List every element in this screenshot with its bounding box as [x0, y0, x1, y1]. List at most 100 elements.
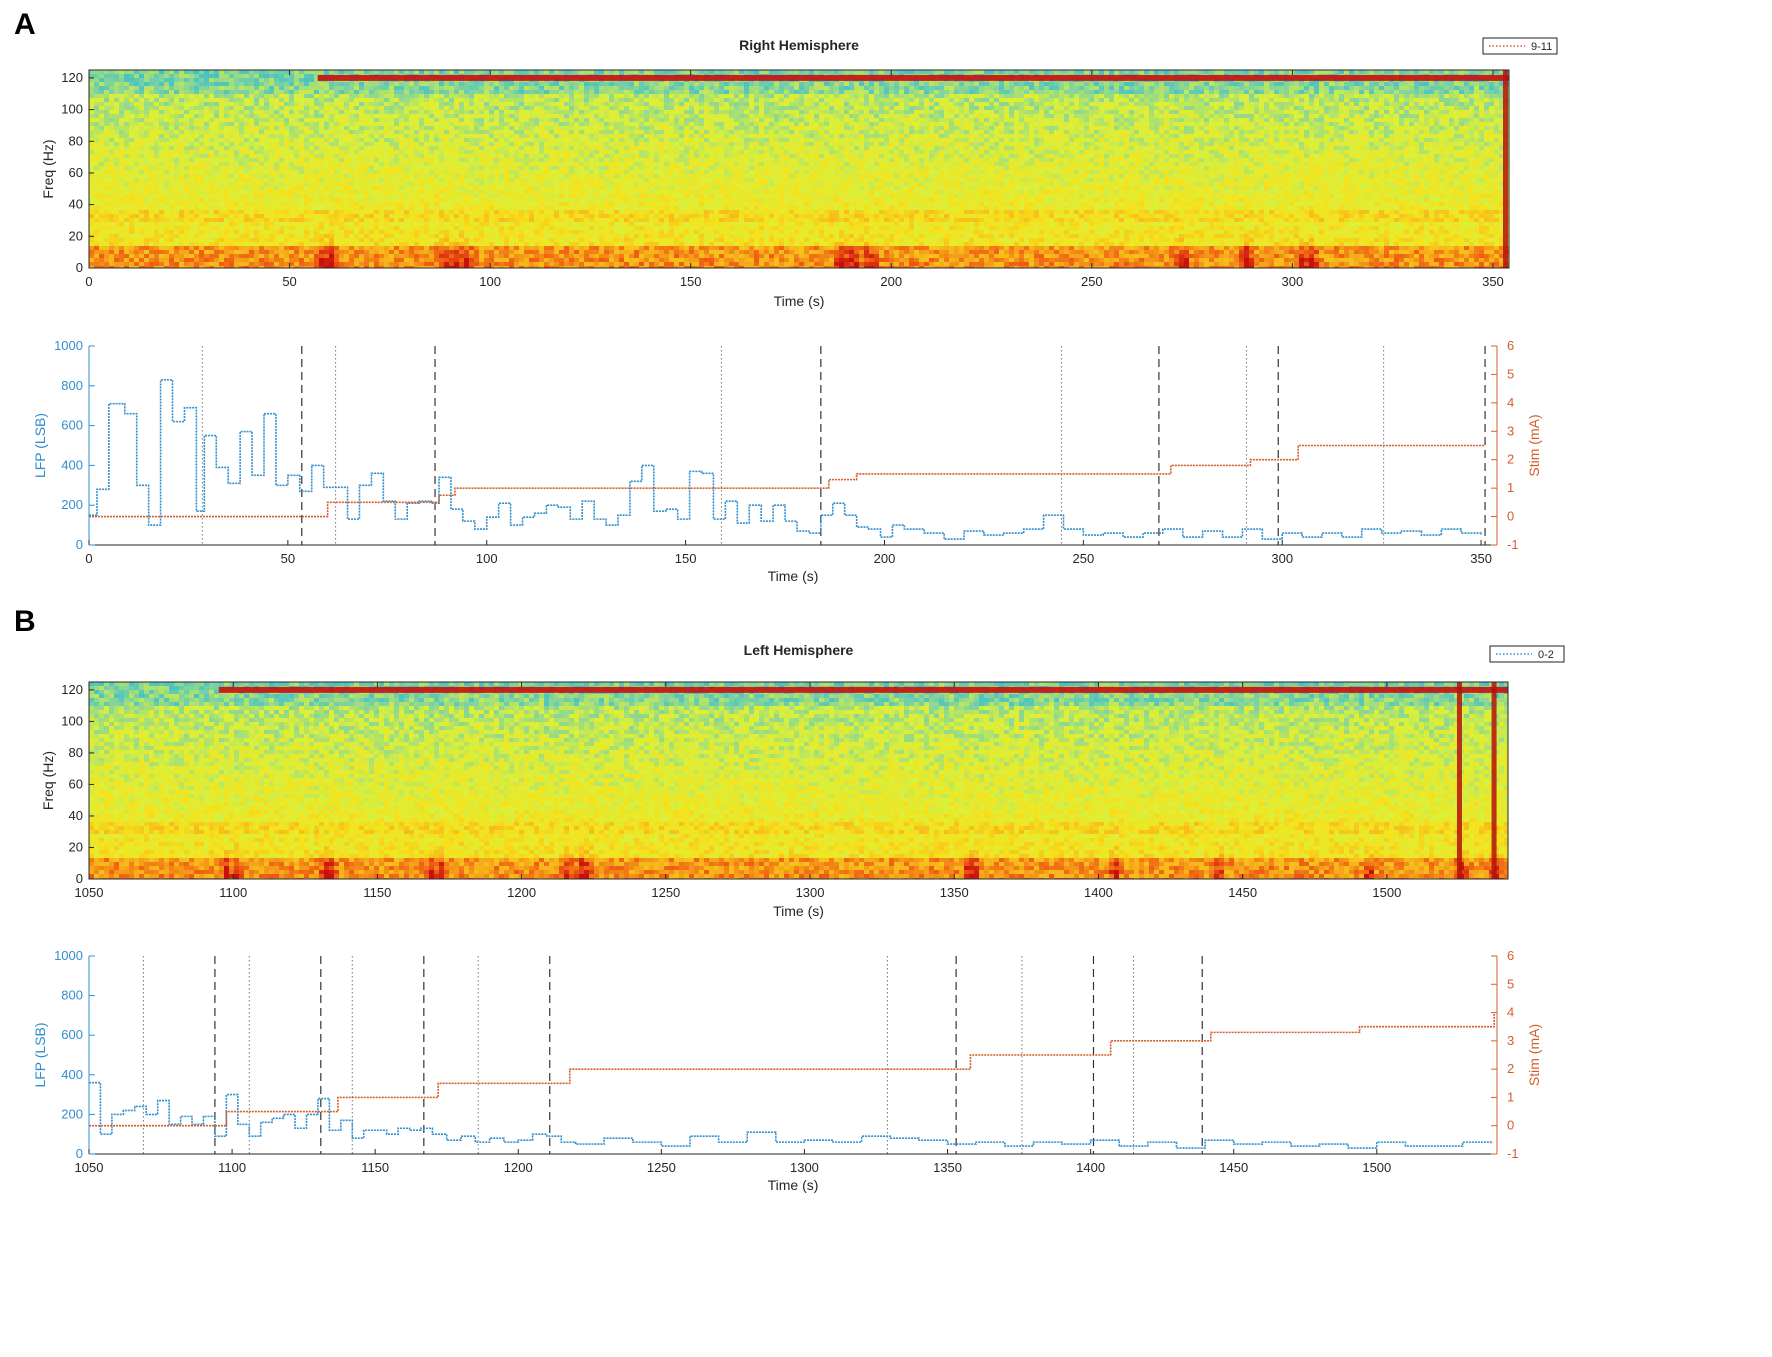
- y2-tick-label: 3: [1507, 423, 1514, 438]
- y-tick-label: 40: [69, 197, 83, 212]
- legend-label: 9-11: [1531, 41, 1552, 53]
- legend-label: 0-2: [1538, 649, 1554, 661]
- x-tick-label: 50: [282, 274, 296, 289]
- y-tick-label: 1000: [54, 338, 83, 353]
- lfp-stim-plot-left: 1050 1100 1150 1200 1250 1300 1350 1400 1450 1500…: [32, 948, 1542, 1193]
- x-tick-label: 150: [680, 274, 702, 289]
- y2-tick-label: 6: [1507, 338, 1514, 353]
- y-tick-label: 100: [61, 102, 83, 117]
- y2-tick-label: 4: [1507, 395, 1514, 410]
- y-axis-label: Freq (Hz): [40, 751, 56, 810]
- y-tick-label: 0: [76, 537, 83, 552]
- y2-tick-label: 5: [1507, 366, 1514, 381]
- x-tick-label: 350: [1482, 274, 1504, 289]
- x-tick-label: 1400: [1084, 885, 1113, 900]
- line-noise-band: [318, 75, 1509, 81]
- x-tick-label: 200: [880, 274, 902, 289]
- y2-axis-label: Stim (mA): [1526, 414, 1542, 476]
- x-axis-label: Time (s): [774, 293, 825, 309]
- x-tick-label: 1400: [1076, 1160, 1105, 1175]
- y-axis-label: LFP (LSB): [32, 1022, 48, 1087]
- x-tick-label: 1500: [1372, 885, 1401, 900]
- x-tick-label: 1100: [219, 885, 247, 900]
- y-tick-label: 200: [61, 497, 83, 512]
- y-tick-label: 40: [69, 808, 83, 823]
- y-axis-label: LFP (LSB): [32, 413, 48, 478]
- line-noise-band: [219, 687, 1508, 693]
- heatmap-cells: [89, 70, 1509, 268]
- y-tick-label: 0: [76, 871, 83, 886]
- x-tick-label: 250: [1081, 274, 1103, 289]
- x-tick-label: 200: [874, 551, 896, 566]
- y2-tick-label: 3: [1507, 1033, 1514, 1048]
- x-tick-label: 1450: [1219, 1160, 1248, 1175]
- x-tick-label: 1350: [940, 885, 969, 900]
- x-tick-label: 1050: [75, 885, 104, 900]
- y-tick-label: 400: [61, 457, 83, 472]
- y2-tick-label: 5: [1507, 976, 1514, 991]
- y-axis-label: Freq (Hz): [40, 139, 56, 198]
- x-tick-label: 300: [1282, 274, 1304, 289]
- y-tick-label: 600: [61, 418, 83, 433]
- x-tick-label: 1450: [1228, 885, 1257, 900]
- y-tick-label: 600: [61, 1027, 83, 1042]
- y2-tick-label: 4: [1507, 1005, 1514, 1020]
- chart-title: Left Hemisphere: [744, 642, 854, 658]
- y-tick-label: 80: [69, 133, 83, 148]
- x-tick-label: 300: [1271, 551, 1293, 566]
- x-tick-label: 1100: [218, 1160, 246, 1175]
- y2-tick-label: 2: [1507, 452, 1514, 467]
- x-tick-label: 250: [1072, 551, 1094, 566]
- y2-axis-label: Stim (mA): [1526, 1024, 1542, 1086]
- x-axis-label: Time (s): [768, 568, 819, 584]
- x-tick-label: 50: [281, 551, 295, 566]
- x-tick-label: 0: [85, 551, 92, 566]
- y-tick-label: 120: [61, 682, 83, 697]
- y-tick-label: 80: [69, 745, 83, 760]
- x-tick-label: 1200: [504, 1160, 533, 1175]
- y-tick-label: 100: [61, 713, 83, 728]
- spectrogram-right: 0 50 100 150 200 250 300 350020406080100120Righ…: [40, 37, 1557, 309]
- legend: 9-11: [1483, 38, 1557, 54]
- heatmap-cells: [89, 682, 1508, 879]
- y2-tick-label: 1: [1507, 480, 1514, 495]
- y2-tick-label: 0: [1507, 1118, 1514, 1133]
- y-tick-label: 800: [61, 988, 83, 1003]
- y-tick-label: 0: [76, 260, 83, 275]
- chart-title: Right Hemisphere: [739, 37, 859, 53]
- y-tick-label: 1000: [54, 948, 83, 963]
- x-tick-label: 100: [476, 551, 498, 566]
- x-tick-label: 1250: [651, 885, 680, 900]
- y2-tick-label: 0: [1507, 509, 1514, 524]
- y-tick-label: 400: [61, 1067, 83, 1082]
- y-tick-label: 20: [69, 228, 83, 243]
- lfp-series-line: [89, 1083, 1491, 1148]
- x-axis-label: Time (s): [773, 903, 824, 919]
- artifact-streak: [1492, 682, 1497, 879]
- artifact-streak: [1503, 70, 1508, 268]
- x-tick-label: 1350: [933, 1160, 962, 1175]
- x-tick-label: 1200: [507, 885, 536, 900]
- y2-tick-label: 2: [1507, 1061, 1514, 1076]
- x-tick-label: 1300: [790, 1160, 819, 1175]
- lfp-stim-plot-right: 0 50 100 150 200 250 300 35002004006008001000-1…: [32, 338, 1542, 584]
- x-tick-label: 0: [85, 274, 92, 289]
- x-tick-label: 1500: [1362, 1160, 1391, 1175]
- y-tick-label: 20: [69, 839, 83, 854]
- x-tick-label: 350: [1470, 551, 1492, 566]
- artifact-streak: [1457, 682, 1462, 879]
- stim-series-line: [89, 446, 1485, 517]
- y-tick-label: 60: [69, 165, 83, 180]
- y-tick-label: 200: [61, 1106, 83, 1121]
- y2-tick-label: 1: [1507, 1089, 1514, 1104]
- x-axis-label: Time (s): [768, 1177, 819, 1193]
- y2-tick-label: -1: [1507, 537, 1519, 552]
- y-tick-label: 0: [76, 1146, 83, 1161]
- y-tick-label: 800: [61, 378, 83, 393]
- x-tick-label: 100: [479, 274, 501, 289]
- y2-tick-label: 6: [1507, 948, 1514, 963]
- x-tick-label: 150: [675, 551, 697, 566]
- y2-tick-label: -1: [1507, 1146, 1519, 1161]
- x-tick-label: 1150: [361, 1160, 389, 1175]
